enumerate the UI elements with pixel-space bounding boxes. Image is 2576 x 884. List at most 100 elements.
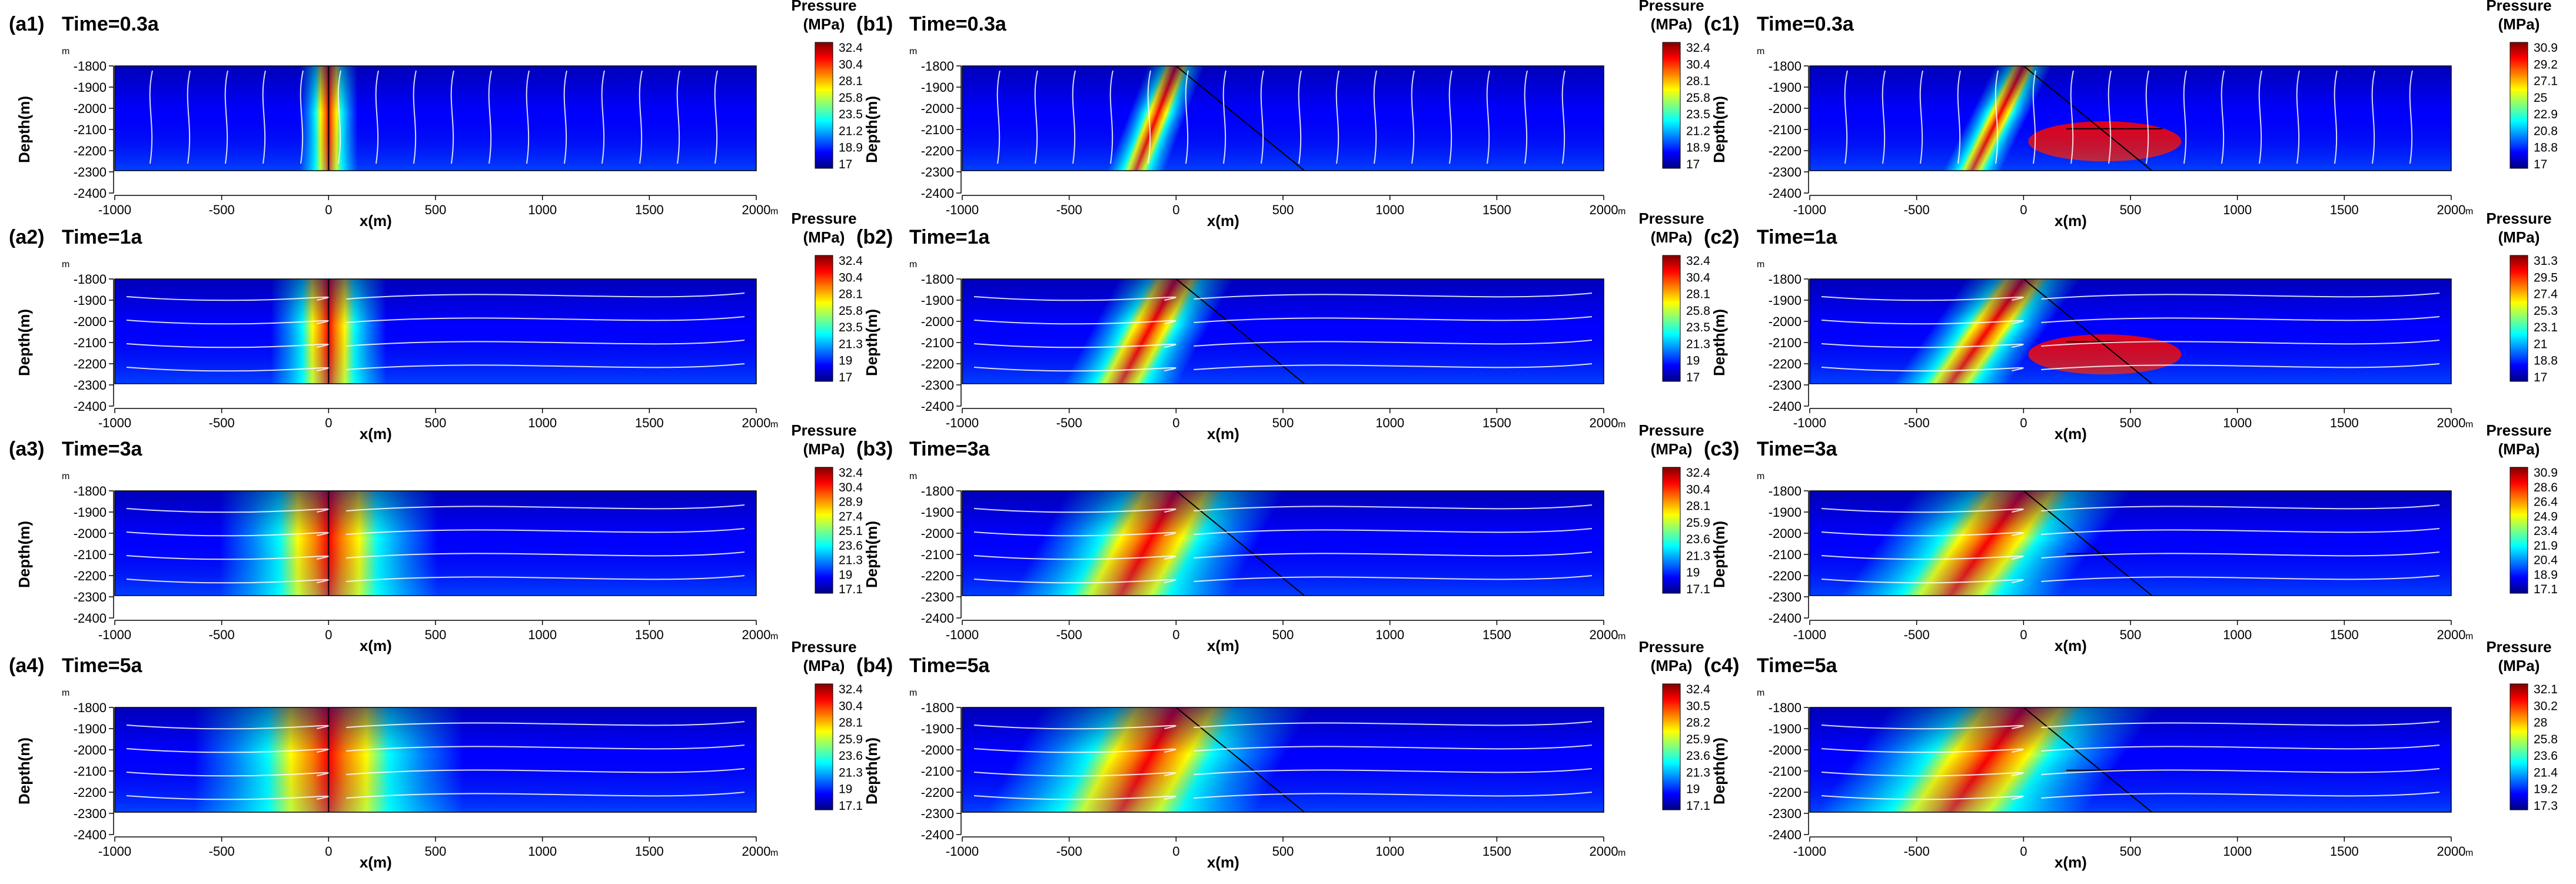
streamline (1194, 768, 1593, 775)
panel-b4: (b4) Time=5a -1800 -1900 -2000 -2100 -2200 -230… (856, 638, 1710, 871)
y-tick-label: -2100 (921, 122, 954, 137)
streamline (2041, 528, 2440, 535)
colorbar-tick-label: 19 (1686, 783, 1700, 796)
y-tick-label: -2400 (74, 186, 107, 201)
y-tick-label: -2400 (74, 399, 107, 414)
streamline (1821, 579, 2024, 584)
y-tick-label: -2000 (74, 743, 107, 757)
y-unit: m (909, 260, 917, 270)
x-axis-title: x(m) (1207, 853, 1239, 871)
streamlines (1821, 504, 2440, 584)
colorbar-tick-label: 25.9 (1686, 516, 1710, 530)
streamline (2145, 70, 2149, 164)
colorbar-tick-label: 18.9 (2534, 568, 2558, 581)
streamline (676, 70, 680, 164)
streamline (346, 293, 745, 300)
y-tick-label: -1900 (1769, 722, 1801, 736)
plot-frame (962, 707, 1604, 813)
colorbar-tick-label: 32.4 (839, 41, 863, 55)
colorbar-tick-label: 23.5 (1686, 321, 1710, 334)
x-tick-label: 500 (2120, 627, 2142, 642)
x-tick-label: -500 (1904, 844, 1930, 859)
colorbar-unit: (MPa) (2498, 440, 2540, 458)
streamline (2221, 70, 2225, 164)
pressure-field (115, 707, 756, 812)
colorbar-tick-label: 28.6 (2534, 481, 2558, 494)
colorbar-title: Pressure (1638, 210, 1704, 227)
colorbar-tick-label: 21.2 (1686, 124, 1710, 138)
y-tick-label: -2000 (1769, 101, 1801, 116)
colorbar-ramp (2509, 255, 2528, 382)
streamline (1335, 70, 1339, 164)
x-axis: -1000 -500 0 500 1000 1500 2000 m x(m) (1793, 195, 2473, 230)
x-unit: m (2465, 420, 2473, 430)
streamline (300, 70, 304, 164)
y-unit: m (62, 688, 69, 698)
y-axis-title: Depth(m) (15, 521, 33, 588)
x-tick-label: 2000 (2437, 627, 2466, 642)
x-tick-label: 500 (2120, 844, 2142, 859)
streamline (973, 367, 1176, 372)
colorbar-unit: (MPa) (1651, 440, 1693, 458)
streamline (2296, 70, 2300, 164)
streamline (2041, 745, 2440, 752)
colorbar: Pressure(MPa) 32.430.4 28.927.425.123.621.… (791, 421, 863, 596)
streamline (2041, 721, 2440, 728)
y-tick-label: -2400 (1769, 827, 1801, 842)
x-tick-label: 0 (1172, 202, 1179, 217)
streamline (126, 508, 329, 513)
y-unit: m (62, 260, 69, 270)
y-tick-label: -2200 (921, 785, 954, 800)
y-tick-label: -2000 (921, 314, 954, 329)
y-tick-label: -2300 (1769, 806, 1801, 821)
colorbar-unit: (MPa) (803, 228, 845, 246)
colorbar-unit: (MPa) (2498, 657, 2540, 674)
x-tick-label: -1000 (1793, 844, 1826, 859)
colorbar-tick-label: 28.2 (1686, 716, 1710, 730)
y-tick-label: -2100 (921, 335, 954, 350)
streamline (2041, 504, 2440, 511)
colorbar: Pressure(MPa) 32.4 30.4 28.1 25.8 23.5 21.3 19 1… (1638, 210, 1710, 384)
y-tick-label: -2100 (921, 764, 954, 779)
colorbar-tick-label: 21.4 (2534, 766, 2558, 779)
x-tick-label: 0 (325, 627, 332, 642)
x-axis: -1000 -500 0 500 1000 1500 2000 m x(m) (98, 836, 778, 871)
y-tick-label: -2200 (1769, 785, 1801, 800)
y-axis: -1800 -1900 -2000 -2100 -2200 -2300 -2400 m Dept… (863, 688, 962, 842)
y-tick-label: -1800 (1769, 272, 1801, 287)
panel-a3: (a3) Time=3a -1800 -1900 -2000 -2100 -2200 -230… (9, 421, 863, 654)
colorbar-ramp (1662, 255, 1681, 382)
y-tick-label: -2100 (1769, 547, 1801, 562)
panel-time-label: Time=3a (909, 438, 990, 460)
colorbar-tick-label: 18.8 (2534, 141, 2558, 155)
x-unit: m (2465, 848, 2473, 858)
colorbar-unit: (MPa) (803, 15, 845, 33)
y-tick-label: -2000 (74, 314, 107, 329)
streamline (1995, 70, 1999, 164)
y-unit: m (909, 471, 917, 481)
x-tick-label: -1000 (98, 202, 131, 217)
colorbar-unit: (MPa) (1651, 15, 1693, 33)
streamline (413, 70, 417, 164)
x-tick-label: -500 (1904, 416, 1930, 430)
colorbar-tick-label: 30.4 (839, 481, 863, 494)
streamline (346, 551, 745, 559)
y-axis-title: Depth(m) (863, 521, 880, 588)
x-unit: m (1618, 207, 1626, 217)
pressure-field (115, 491, 756, 596)
plot-frame (1809, 707, 2452, 813)
y-tick-label: -2100 (1769, 764, 1801, 779)
colorbar-tick-label: 30.4 (1686, 483, 1710, 496)
x-tick-label: 500 (425, 416, 447, 430)
colorbar-tick-label: 21.3 (839, 766, 863, 779)
x-tick-label: 1000 (1375, 202, 1404, 217)
x-unit: m (1618, 848, 1626, 858)
streamline (1821, 795, 2024, 800)
y-tick-label: -1800 (1769, 484, 1801, 499)
x-tick-label: -1000 (1793, 627, 1826, 642)
y-tick-label: -1900 (1769, 293, 1801, 308)
pressure-field (1810, 491, 2451, 596)
colorbar-tick-label: 17 (2534, 371, 2547, 384)
streamline (2041, 363, 2440, 370)
colorbar-title: Pressure (1638, 0, 1704, 14)
